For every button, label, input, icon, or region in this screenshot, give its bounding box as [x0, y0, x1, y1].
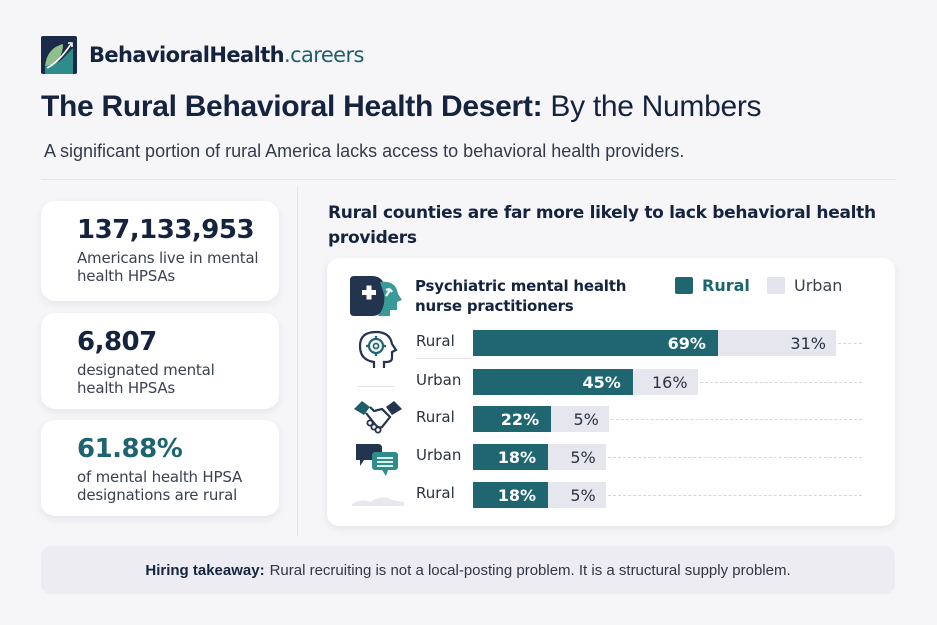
bar-rural: 69% [473, 330, 718, 356]
row-separator [416, 358, 473, 359]
bar-urban: 31% [717, 330, 836, 356]
nurse-practitioner-icon [350, 276, 402, 316]
row-separator [357, 386, 395, 387]
logo-mark-icon [41, 36, 77, 74]
legend-swatch-urban [767, 277, 785, 294]
brain-gear-icon [358, 330, 398, 368]
row-guide-line [607, 495, 862, 496]
takeaway-text: Rural recruiting is not a local-posting … [269, 561, 791, 579]
column-divider [297, 186, 298, 536]
stat-description: designated mental health HPSAs [77, 361, 215, 397]
legend-rural: Rural [675, 276, 750, 295]
legend-urban: Urban [767, 276, 842, 295]
legend-label: Rural [702, 276, 750, 295]
row-label: Rural [416, 408, 455, 426]
takeaway-label: Hiring takeaway: [145, 561, 265, 579]
row-label: Rural [416, 332, 455, 350]
legend-label: Urban [794, 276, 843, 295]
bar-rural: 18% [473, 482, 548, 508]
legend-swatch-rural [675, 277, 693, 294]
page-subtitle: A significant portion of rural America l… [44, 141, 685, 161]
chart-subtitle: Psychiatric mental health nurse practitio… [415, 277, 627, 315]
row-guide-line [607, 457, 862, 458]
bar-urban: 5% [548, 444, 606, 470]
row-guide-line [838, 343, 862, 344]
row-label: Urban [416, 371, 462, 389]
stat-value: 137,133,953 [77, 215, 255, 245]
row-guide-line [699, 382, 862, 383]
brand-logo: BehavioralHealth.careers [41, 36, 364, 74]
row-label: Rural [416, 484, 455, 502]
stat-value: 61.88% [77, 434, 183, 464]
stat-description: of mental health HPSA designations are r… [77, 468, 243, 504]
brand-name: BehavioralHealth.careers [89, 43, 364, 67]
hiring-takeaway: Hiring takeaway: Rural recruiting is not… [41, 546, 895, 594]
chart-title: Rural counties are far more likely to la… [328, 203, 876, 248]
stat-card-rural-share: 61.88% of mental health HPSA designation… [41, 420, 279, 516]
bar-urban: 16% [632, 369, 698, 395]
bar-urban: 5% [548, 482, 606, 508]
stat-card-americans: 137,133,953 Americans live in mental hea… [41, 201, 279, 301]
landscape-icon [352, 497, 404, 506]
bar-rural: 22% [473, 406, 552, 432]
stat-description: Americans live in mental health HPSAs [77, 249, 259, 285]
chat-bubbles-icon [356, 444, 398, 476]
row-guide-line [610, 419, 862, 420]
page-title: The Rural Behavioral Health Desert: By t… [41, 90, 762, 123]
bar-urban: 5% [551, 406, 609, 432]
bar-rural: 45% [473, 369, 633, 395]
row-label: Urban [416, 446, 462, 464]
stat-value: 6,807 [77, 327, 157, 357]
stat-card-hpsas: 6,807 designated mental health HPSAs [41, 313, 279, 409]
bar-rural: 18% [473, 444, 548, 470]
header-divider [41, 179, 896, 180]
handshake-icon [354, 401, 402, 434]
